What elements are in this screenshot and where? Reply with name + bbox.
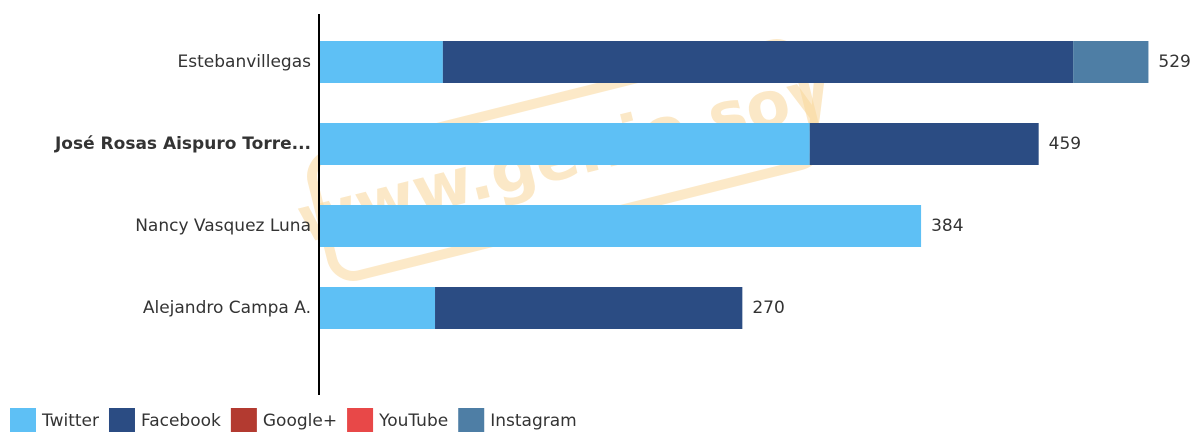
- legend-swatch: [347, 408, 374, 432]
- legend-label: YouTube: [378, 411, 448, 431]
- legend-label: Google+: [263, 411, 337, 431]
- data-label: 270: [752, 298, 784, 318]
- data-label: 459: [1049, 134, 1081, 154]
- legend-swatch: [458, 408, 485, 432]
- legend-label: Twitter: [41, 411, 99, 431]
- bar-segment: [435, 287, 743, 329]
- y-tick-label: Nancy Vasquez Luna: [135, 216, 311, 236]
- bar-segment: [319, 123, 810, 165]
- y-tick-label: Estebanvillegas: [178, 52, 312, 72]
- data-label: 384: [931, 216, 963, 236]
- y-tick-label: Alejandro Campa A.: [143, 298, 311, 318]
- legend-swatch: [108, 408, 135, 432]
- bar-segment: [319, 287, 436, 329]
- bar-segment: [809, 123, 1039, 165]
- bar-segment: [319, 41, 443, 83]
- legend-label: Instagram: [490, 411, 577, 431]
- legend-label: Facebook: [141, 411, 221, 431]
- data-label: 529: [1158, 52, 1190, 72]
- legend-swatch: [230, 408, 257, 432]
- bar-segment: [319, 205, 922, 247]
- legend-swatch: [10, 408, 36, 432]
- bar-segment: [1073, 41, 1149, 83]
- y-tick-label: José Rosas Aispuro Torre...: [54, 134, 311, 154]
- bar-segment: [442, 41, 1074, 83]
